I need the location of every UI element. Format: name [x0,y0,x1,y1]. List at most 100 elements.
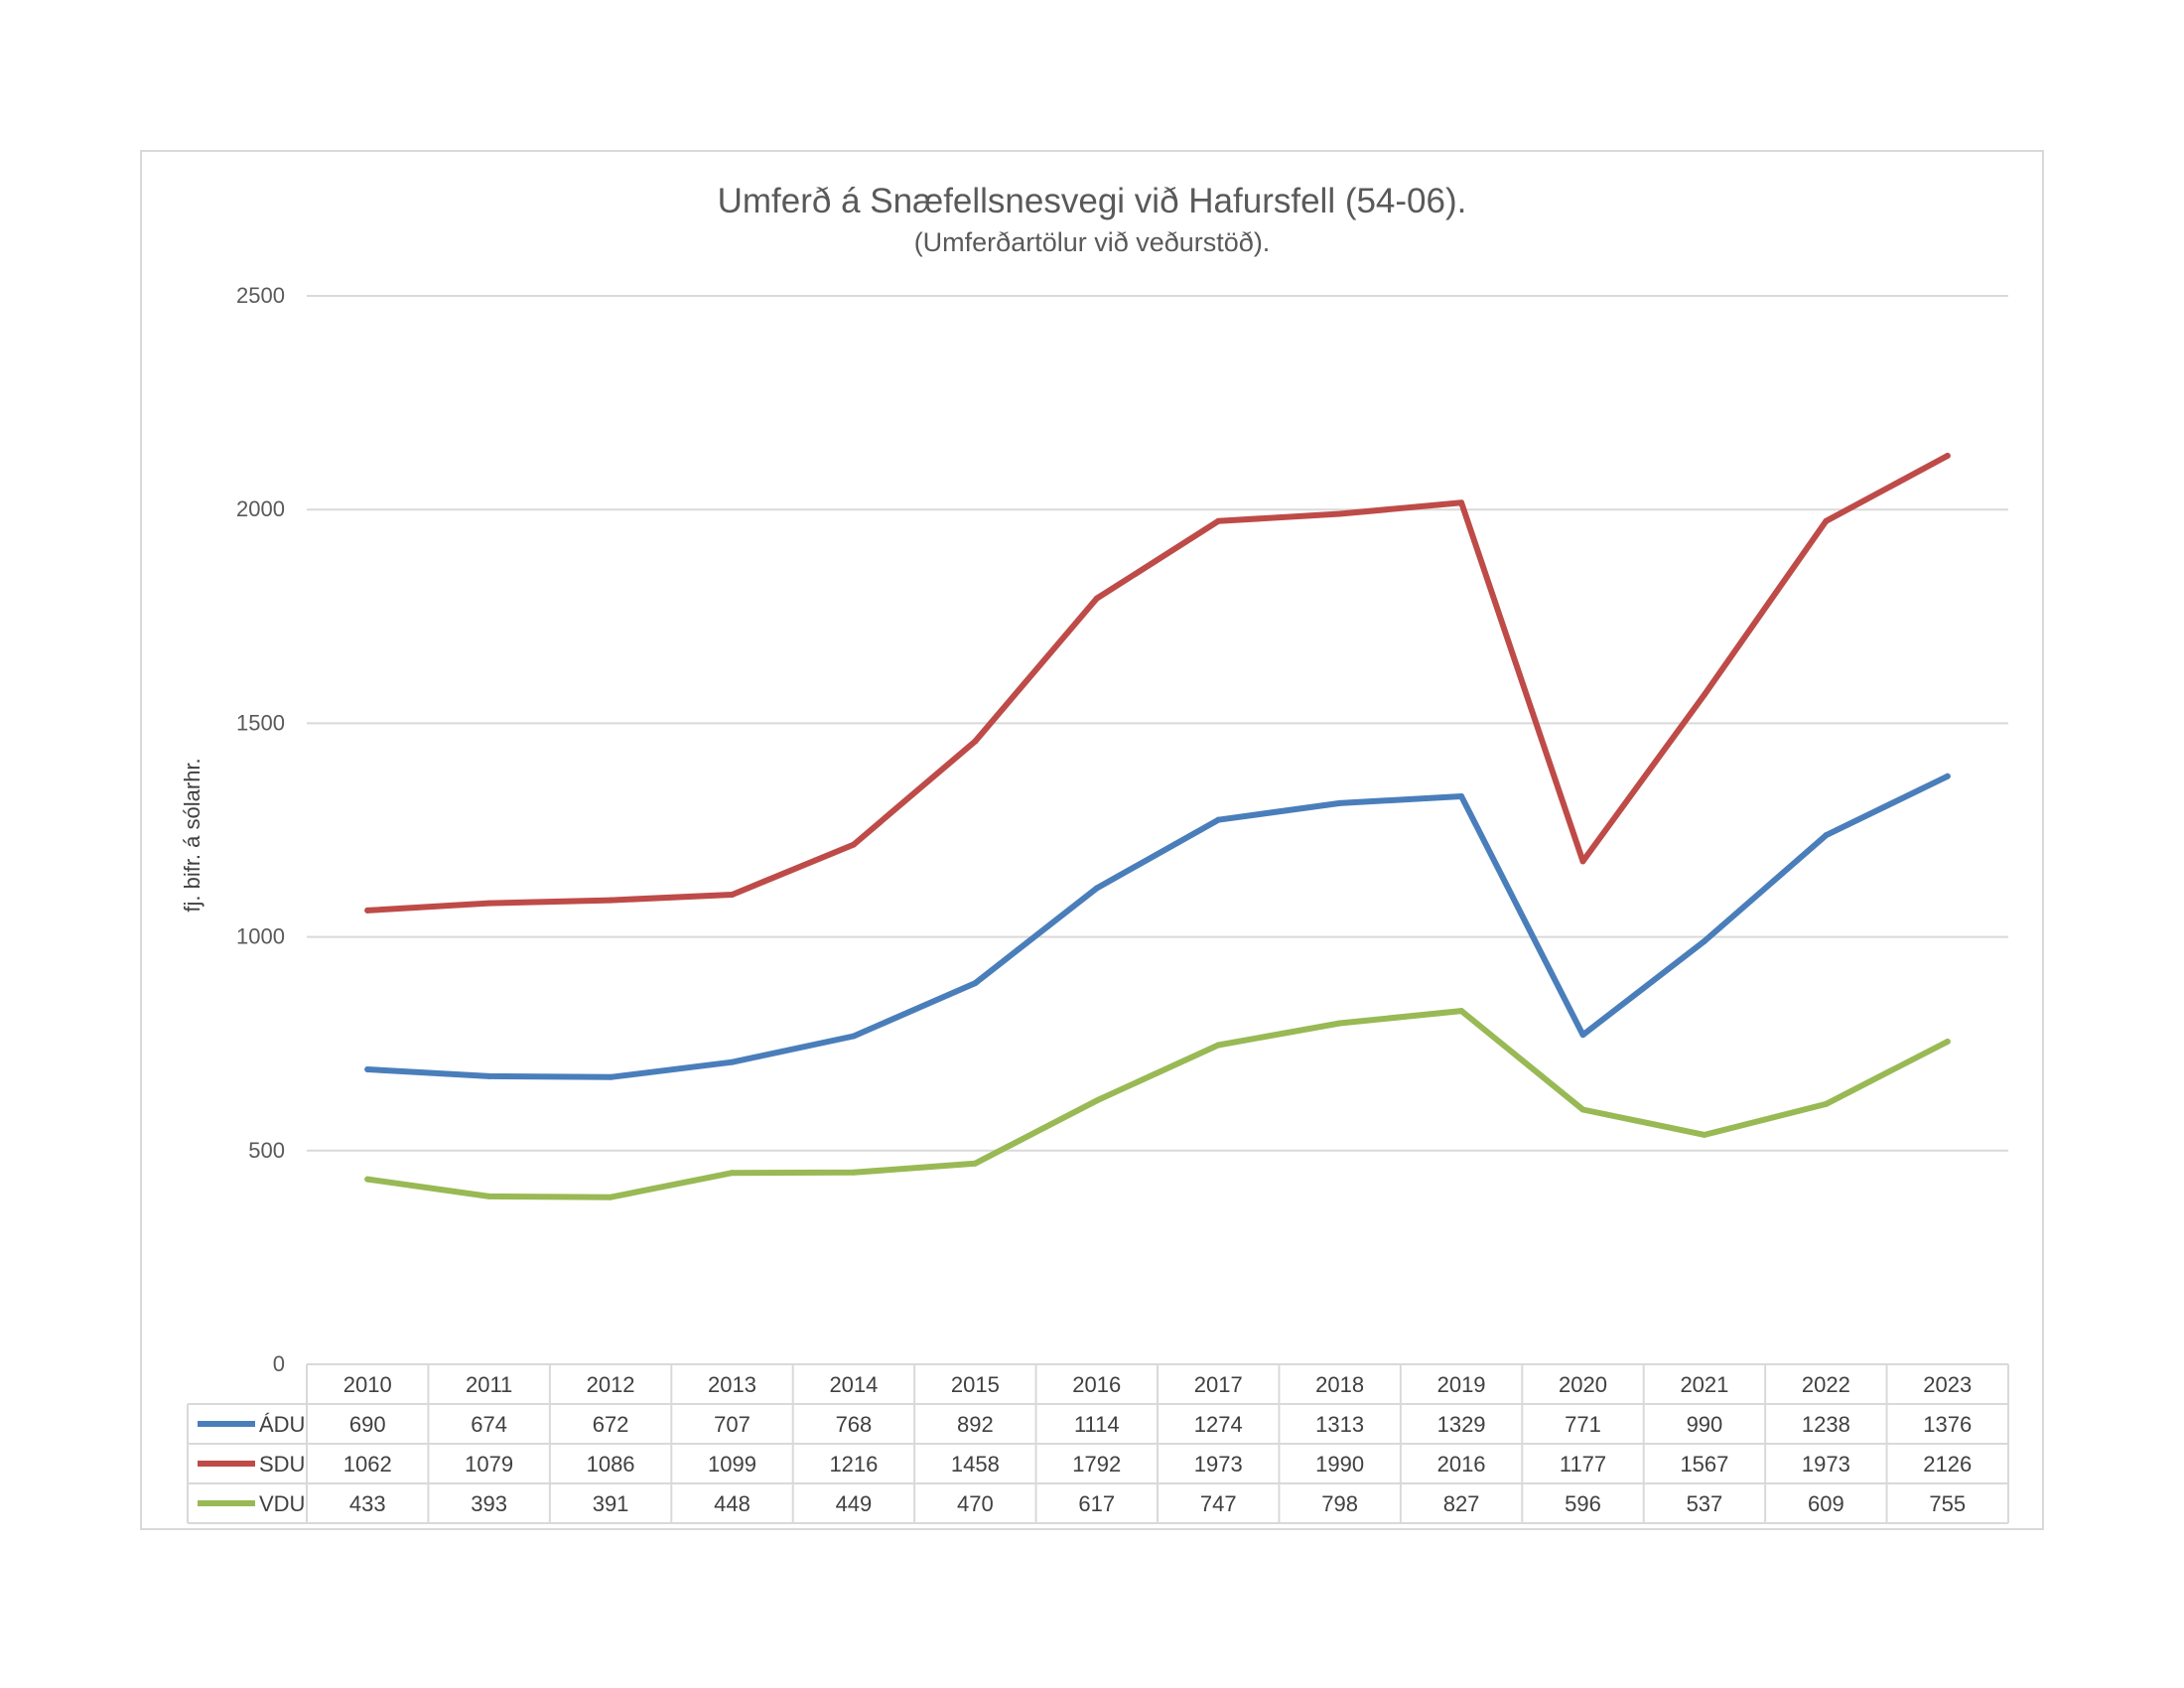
data-label: 1086 [587,1452,635,1477]
data-label: 755 [1929,1491,1966,1516]
y-tick-label: 1500 [236,710,285,735]
data-point [1458,792,1465,799]
x-tick-label: 2018 [1315,1372,1364,1397]
series-line-sdu [364,453,1951,914]
data-point [1458,1008,1465,1015]
data-label: 617 [1078,1491,1115,1516]
data-label: 1238 [1802,1412,1850,1437]
y-tick-label: 2500 [236,283,285,308]
data-point [485,1072,492,1079]
data-point [1701,937,1707,944]
y-tick-label: 0 [273,1351,285,1376]
data-point [850,841,857,848]
data-label: 747 [1200,1491,1237,1516]
data-label: 1792 [1072,1452,1121,1477]
data-label: 1990 [1315,1452,1364,1477]
data-label: 798 [1321,1491,1358,1516]
data-label: 707 [714,1412,751,1437]
data-point [364,1176,371,1183]
data-point [1823,517,1830,524]
data-point [1215,517,1222,524]
data-label: 393 [471,1491,507,1516]
data-point [1944,452,1951,459]
data-label: 1376 [1923,1412,1972,1437]
data-label: 1079 [465,1452,513,1477]
data-point [364,1066,371,1073]
y-tick-label: 1000 [236,924,285,949]
data-point [1336,510,1343,517]
data-label: 2126 [1923,1452,1972,1477]
data-label: 771 [1565,1412,1601,1437]
data-label: 1973 [1194,1452,1243,1477]
x-tick-label: 2011 [466,1372,512,1397]
data-point [1093,1097,1100,1104]
x-tick-label: 2010 [343,1372,392,1397]
data-label: 391 [593,1491,629,1516]
x-tick-label: 2014 [829,1372,878,1397]
y-tick-labels: 0 500 1000 1500 2000 2500 [236,283,285,1376]
x-tick-label: 2017 [1194,1372,1243,1397]
data-point [850,1033,857,1040]
y-axis-label: fj. bifr. á sólarhr. [180,758,205,912]
x-tick-label: 2016 [1072,1372,1121,1397]
data-label: 1216 [829,1452,878,1477]
data-label: 1099 [708,1452,756,1477]
data-point [485,1193,492,1199]
data-label: 1973 [1802,1452,1850,1477]
data-label: 1062 [343,1452,392,1477]
data-point [1579,1106,1586,1113]
legend-label: SDU [259,1452,305,1477]
x-tick-label: 2012 [587,1372,635,1397]
data-point [1215,816,1222,823]
data-label: 1114 [1074,1412,1120,1437]
series-lines [364,452,1951,1200]
legend-label: VDU [259,1491,305,1516]
data-label: 1274 [1194,1412,1243,1437]
data-label: 1567 [1680,1452,1728,1477]
data-label: 1177 [1560,1452,1606,1477]
data-label: 827 [1443,1491,1480,1516]
data-point [1093,885,1100,892]
data-label: 609 [1808,1491,1844,1516]
y-tick-label: 500 [248,1138,285,1163]
line-chart: Umferð á Snæfellsnesvegi við Hafursfell … [180,182,2009,1524]
x-tick-label: 2015 [951,1372,1000,1397]
data-point [1944,773,1951,779]
data-label: 1313 [1315,1412,1364,1437]
data-point [850,1169,857,1176]
data-point [608,897,614,904]
data-label: 674 [471,1412,507,1437]
data-point [364,907,371,914]
data-point [1823,832,1830,839]
data-label: 892 [957,1412,994,1437]
data-point [608,1073,614,1080]
data-point [729,1058,736,1065]
x-tick-label: 2021 [1680,1372,1728,1397]
data-point [972,1160,979,1167]
x-tick-label: 2023 [1923,1372,1972,1397]
data-table: 2010 2011 2012 2013 2014 2015 2016 2017 2018 2019… [187,1363,2009,1524]
data-point [729,891,736,898]
series-line-ádu [364,773,1951,1080]
data-label: 1329 [1437,1412,1486,1437]
data-label: 448 [714,1491,751,1516]
data-label: 537 [1687,1491,1723,1516]
legend-label: ÁDU [259,1412,305,1437]
data-point [1336,1020,1343,1027]
series-line-vdu [364,1008,1951,1200]
x-tick-label: 2019 [1437,1372,1486,1397]
data-label: 1458 [951,1452,1000,1477]
data-point [972,738,979,745]
chart-title: Umferð á Snæfellsnesvegi við Hafursfell … [718,182,1467,220]
data-label: 433 [349,1491,386,1516]
data-point [729,1170,736,1177]
data-point [972,980,979,987]
data-label: 990 [1687,1412,1723,1437]
data-point [1579,1032,1586,1039]
data-label: 2016 [1437,1452,1486,1477]
chart-frame: Umferð á Snæfellsnesvegi við Hafursfell … [140,150,2044,1530]
data-point [485,900,492,907]
data-point [1215,1042,1222,1049]
x-tick-label: 2022 [1802,1372,1850,1397]
gridlines [307,295,2008,1152]
